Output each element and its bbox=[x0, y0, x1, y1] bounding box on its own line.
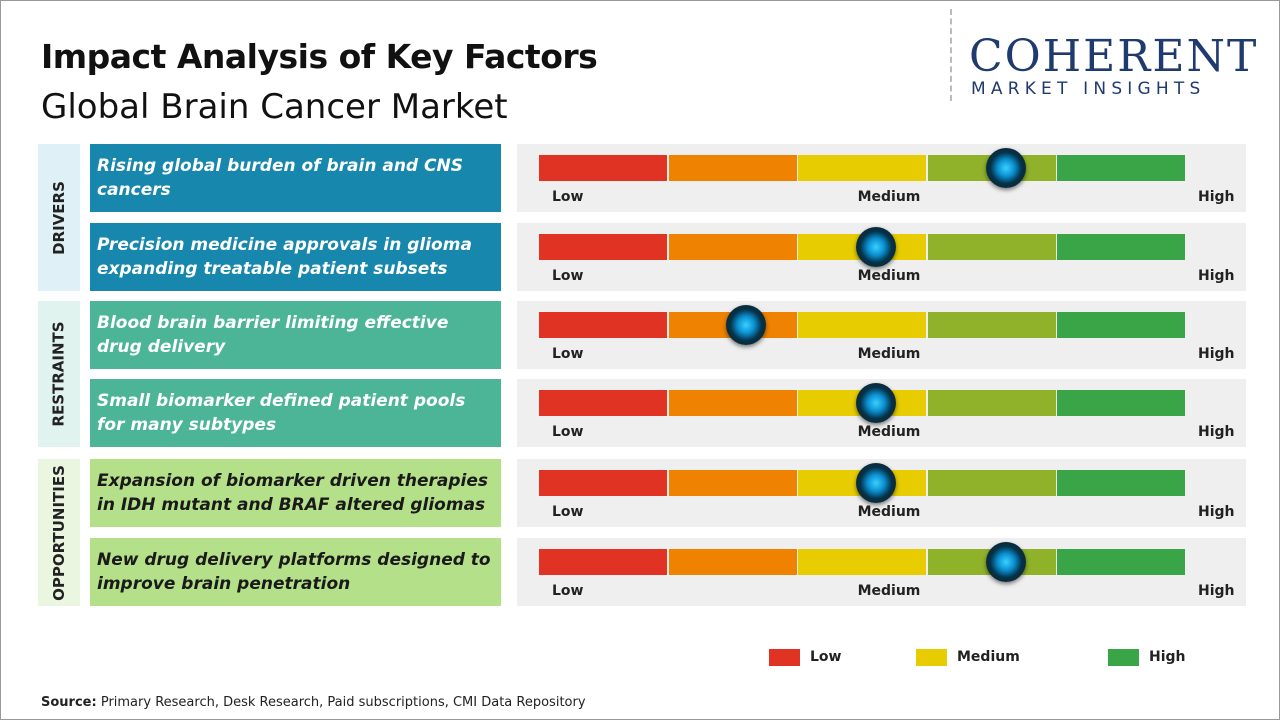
factor-text: Expansion of biomarker driven therapies … bbox=[90, 459, 501, 527]
gauge-segment bbox=[798, 549, 927, 575]
gauge-segment bbox=[668, 549, 797, 575]
gauge-segment bbox=[668, 155, 797, 181]
gauge-segment bbox=[668, 470, 797, 496]
gauge-segment bbox=[539, 234, 667, 260]
legend-label: Low bbox=[810, 649, 842, 665]
gauge-segment bbox=[1057, 312, 1186, 338]
factor-text: Small biomarker defined patient pools fo… bbox=[90, 379, 501, 447]
gauge-medium: Medium bbox=[857, 346, 921, 362]
gauge: Low Medium High bbox=[517, 379, 1246, 447]
legend-swatch bbox=[769, 649, 800, 666]
gauge-segment bbox=[798, 312, 927, 338]
factor-text: Precision medicine approvals in glioma e… bbox=[90, 223, 501, 291]
gauge-medium: Medium bbox=[857, 504, 921, 520]
gauge-segment bbox=[927, 390, 1056, 416]
gauge-high: High bbox=[1198, 583, 1235, 599]
gauge-medium: Medium bbox=[857, 268, 921, 284]
group-label: OPPORTUNITIES bbox=[50, 464, 68, 601]
gauge-medium: Medium bbox=[857, 424, 921, 440]
factor-text: Rising global burden of brain and CNS ca… bbox=[90, 144, 501, 212]
gauge: Low Medium High bbox=[517, 223, 1246, 291]
gauge-high: High bbox=[1198, 504, 1235, 520]
gauge-segment bbox=[1057, 549, 1186, 575]
impact-knob bbox=[855, 227, 896, 267]
gauge-high: High bbox=[1198, 346, 1235, 362]
gauge-segment bbox=[668, 390, 797, 416]
gauge-segment bbox=[539, 155, 667, 181]
gauge-segment bbox=[1057, 470, 1186, 496]
gauge-segment bbox=[539, 312, 667, 338]
gauge-high: High bbox=[1198, 268, 1235, 284]
gauge-segment bbox=[927, 470, 1056, 496]
gauge-segment bbox=[1057, 234, 1186, 260]
gauge-segment bbox=[539, 390, 667, 416]
logo-tagline: MARKET INSIGHTS bbox=[971, 79, 1206, 99]
gauge-segment bbox=[668, 234, 797, 260]
gauge-medium: Medium bbox=[857, 583, 921, 599]
gauge-low: Low bbox=[552, 583, 584, 599]
gauge: Low Medium High bbox=[517, 459, 1246, 527]
gauge-low: Low bbox=[552, 189, 584, 205]
gauge-low: Low bbox=[552, 346, 584, 362]
separator bbox=[950, 9, 952, 101]
legend-swatch bbox=[916, 649, 947, 666]
gauge-medium: Medium bbox=[857, 189, 921, 205]
gauge-low: Low bbox=[552, 268, 584, 284]
group-band: OPPORTUNITIES bbox=[38, 459, 80, 606]
impact-knob bbox=[985, 542, 1026, 582]
gauge-segment bbox=[798, 155, 927, 181]
group-label: RESTRAINTS bbox=[50, 321, 69, 427]
subtitle: Global Brain Cancer Market bbox=[41, 87, 508, 127]
legend-label: High bbox=[1149, 649, 1186, 665]
gauge-segment bbox=[1057, 155, 1186, 181]
title: Impact Analysis of Key Factors bbox=[41, 37, 598, 76]
impact-knob bbox=[855, 383, 896, 423]
gauge: Low Medium High bbox=[517, 538, 1246, 606]
gauge-segment bbox=[927, 234, 1056, 260]
legend-swatch bbox=[1108, 649, 1139, 666]
legend-label: Medium bbox=[957, 649, 1020, 665]
gauge-low: Low bbox=[552, 504, 584, 520]
impact-knob bbox=[855, 463, 896, 503]
factor-text: Blood brain barrier limiting effective d… bbox=[90, 301, 501, 369]
source-text: Primary Research, Desk Research, Paid su… bbox=[100, 695, 586, 710]
impact-knob bbox=[726, 305, 767, 345]
group-band: RESTRAINTS bbox=[38, 301, 80, 447]
source-label: Source: bbox=[41, 695, 97, 710]
impact-knob bbox=[985, 148, 1026, 188]
gauge-segment bbox=[927, 312, 1056, 338]
gauge-high: High bbox=[1198, 189, 1235, 205]
gauge-low: Low bbox=[552, 424, 584, 440]
gauge-segment bbox=[1057, 390, 1186, 416]
gauge: Low Medium High bbox=[517, 301, 1246, 369]
gauge-high: High bbox=[1198, 424, 1235, 440]
group-label: DRIVERS bbox=[50, 180, 69, 255]
source: Source: Primary Research, Desk Research,… bbox=[41, 695, 586, 710]
gauge-segment bbox=[539, 470, 667, 496]
gauge: Low Medium High bbox=[517, 144, 1246, 212]
group-band: DRIVERS bbox=[38, 144, 80, 291]
logo-name: COHERENT bbox=[969, 31, 1259, 82]
gauge-segment bbox=[539, 549, 667, 575]
factor-text: New drug delivery platforms designed to … bbox=[90, 538, 501, 606]
